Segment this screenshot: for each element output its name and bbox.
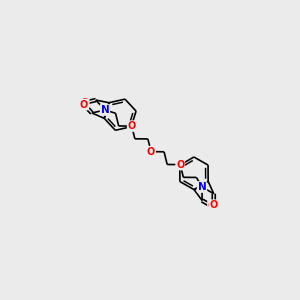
Text: O: O xyxy=(128,121,136,131)
Text: O: O xyxy=(80,100,88,110)
Text: O: O xyxy=(147,147,155,157)
Text: N: N xyxy=(198,182,206,192)
Text: O: O xyxy=(176,160,184,170)
Text: O: O xyxy=(80,98,89,108)
Text: N: N xyxy=(100,105,109,115)
Text: O: O xyxy=(208,201,216,211)
Text: O: O xyxy=(210,200,218,210)
